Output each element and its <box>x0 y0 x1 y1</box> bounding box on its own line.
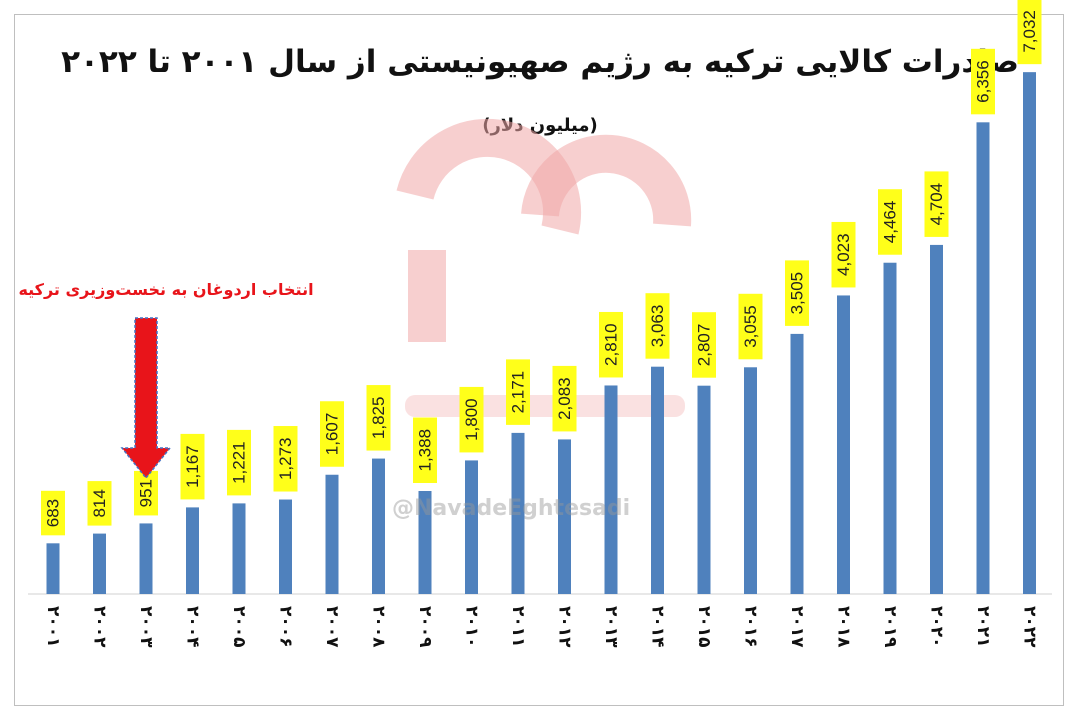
x-tick-label-17: ۲۰۱۸ <box>834 606 854 648</box>
annotation-arrow <box>120 317 172 480</box>
value-label-20: 6,356 <box>974 60 993 103</box>
value-label-bg-6 <box>320 401 344 467</box>
value-label-bg-9 <box>459 386 484 453</box>
bar-4 <box>232 503 246 594</box>
value-label-5: 1,273 <box>276 438 295 481</box>
value-label-bg-19 <box>924 171 949 237</box>
x-tick-label-4: ۲۰۰۵ <box>229 606 249 648</box>
value-label-21: 7,032 <box>1020 10 1039 53</box>
bar-13 <box>651 366 664 594</box>
x-tick-label-8: ۲۰۰۹ <box>415 606 435 648</box>
bar-5 <box>279 499 292 594</box>
value-label-0: 683 <box>44 499 63 527</box>
x-tick-label-14: ۲۰۱۵ <box>694 606 714 648</box>
watermark-logo <box>396 118 692 417</box>
value-label-bg-3 <box>180 433 205 500</box>
value-label-bg-16 <box>785 260 809 326</box>
value-label-bg-14 <box>692 312 716 378</box>
x-tick-label-5: ۲۰۰۶ <box>276 606 296 648</box>
value-label-bg-4 <box>227 429 251 496</box>
value-label-11: 2,083 <box>555 377 574 420</box>
bar-17 <box>837 295 850 594</box>
value-label-bg-17 <box>831 221 856 288</box>
x-tick-label-18: ۲۰۱۹ <box>880 606 900 648</box>
value-label-bg-0 <box>41 490 65 536</box>
x-tick-label-11: ۲۰۱۲ <box>555 606 575 648</box>
x-tick-label-12: ۲۰۱۳ <box>601 606 621 648</box>
bar-16 <box>790 333 804 594</box>
x-tick-label-7: ۲۰۰۸ <box>369 606 389 648</box>
value-label-1: 814 <box>90 489 109 517</box>
value-label-10: 2,171 <box>509 371 528 414</box>
value-label-14: 2,807 <box>695 324 714 367</box>
value-label-bg-10 <box>506 359 530 425</box>
value-label-17: 4,023 <box>834 233 853 276</box>
x-tick-label-21: ۲۰۲۲ <box>1020 606 1040 648</box>
value-label-bg-11 <box>552 365 577 432</box>
value-label-7: 1,825 <box>369 397 388 440</box>
value-label-bg-21 <box>1017 0 1042 65</box>
x-tick-label-10: ۲۰۱۱ <box>508 606 528 648</box>
bar-0 <box>46 543 60 594</box>
value-label-12: 2,810 <box>602 323 621 366</box>
bar-3 <box>186 507 199 594</box>
value-label-18: 4,464 <box>881 201 900 244</box>
value-label-4: 1,221 <box>230 441 249 484</box>
x-tick-label-19: ۲۰۲۰ <box>927 606 947 648</box>
value-label-6: 1,607 <box>323 413 342 456</box>
value-label-bg-13 <box>645 293 670 359</box>
bar-1 <box>93 533 106 594</box>
value-label-8: 1,388 <box>416 429 435 472</box>
x-tick-label-15: ۲۰۱۶ <box>741 606 761 648</box>
value-label-bg-12 <box>599 311 623 378</box>
value-label-9: 1,800 <box>462 398 481 441</box>
bar-8 <box>418 490 432 594</box>
value-label-bg-2 <box>134 470 158 516</box>
value-label-13: 3,063 <box>648 305 667 348</box>
bar-11 <box>558 439 571 594</box>
value-label-bg-20 <box>971 48 995 115</box>
bar-12 <box>604 385 618 594</box>
bar-19 <box>930 244 943 594</box>
value-label-bg-18 <box>878 189 902 255</box>
value-label-15: 3,055 <box>741 305 760 348</box>
annotation-text: انتخاب اردوغان به نخست‌وزیری ترکیه <box>18 280 314 299</box>
x-tick-label-2: ۲۰۰۳ <box>136 606 156 648</box>
value-label-bg-7 <box>366 385 391 451</box>
x-tick-label-16: ۲۰۱۷ <box>787 606 807 648</box>
bar-15 <box>744 367 757 594</box>
bar-2 <box>139 523 153 594</box>
bar-18 <box>883 262 897 594</box>
x-tick-label-1: ۲۰۰۲ <box>90 606 110 648</box>
value-label-19: 4,704 <box>927 183 946 226</box>
x-tick-label-20: ۲۰۲۱ <box>973 606 993 648</box>
bar-21 <box>1023 72 1036 594</box>
bar-20 <box>976 122 990 594</box>
x-tick-label-13: ۲۰۱۴ <box>648 606 668 648</box>
value-label-16: 3,505 <box>788 272 807 315</box>
x-tick-label-6: ۲۰۰۷ <box>322 606 342 648</box>
x-tick-label-9: ۲۰۱۰ <box>462 606 482 648</box>
value-label-bg-1 <box>87 481 112 526</box>
value-label-bg-8 <box>413 417 437 483</box>
bar-6 <box>325 474 339 594</box>
value-label-2: 951 <box>137 479 156 507</box>
value-label-3: 1,167 <box>183 445 202 488</box>
bar-7 <box>372 458 385 594</box>
bar-10 <box>511 432 525 594</box>
watermark-handle: @NavadeEghtesadi <box>392 496 631 521</box>
value-label-bg-15 <box>738 293 763 360</box>
bar-14 <box>697 385 711 594</box>
value-label-bg-5 <box>273 426 298 492</box>
x-tick-label-0: ۲۰۰۱ <box>43 606 63 648</box>
chart-title: صادرات کالایی ترکیه به رژیم صهیونیستی از… <box>61 44 1019 80</box>
x-tick-label-3: ۲۰۰۴ <box>183 606 203 648</box>
bar-9 <box>465 460 478 594</box>
chart-frame <box>14 14 1064 706</box>
